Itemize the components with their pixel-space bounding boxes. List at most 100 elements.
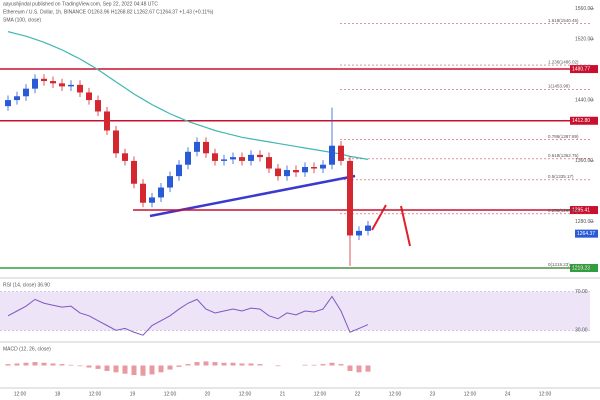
rsi-title: RSI (14, close) 36.90 (3, 282, 50, 288)
arrow-scribble (371, 204, 411, 247)
macd-histogram-bar (185, 364, 191, 366)
candle-body (365, 225, 371, 231)
macd-histogram-bar (275, 365, 281, 367)
level-label: 1480.77 (572, 66, 590, 72)
candle-body (122, 153, 128, 161)
x-tick-label: 12:00 (464, 391, 477, 397)
y-tick-label: 1520.00 (575, 37, 593, 43)
macd-histogram-bar (113, 365, 119, 373)
candle-body (320, 164, 326, 169)
candle-body (356, 230, 362, 236)
candle-body (113, 130, 119, 154)
macd-histogram-bar (95, 365, 101, 369)
sma-label: SMA (100, close) (3, 17, 41, 23)
x-tick-label: 20 (205, 391, 211, 397)
macd-histogram-bar (77, 365, 83, 367)
candle-body (131, 160, 137, 184)
macd-histogram-bar (140, 365, 146, 376)
candle-body (275, 168, 281, 177)
macd-histogram-bar (149, 365, 155, 375)
x-tick-label: 12:00 (389, 391, 402, 397)
macd-histogram-bar (41, 362, 47, 366)
macd-title: MACD (12, 26, close) (3, 346, 51, 352)
macd-histogram-bar (320, 364, 326, 366)
last-price-box (575, 229, 598, 238)
fib-label: 0.618(1362.75) (548, 153, 579, 158)
macd-histogram-bar (68, 364, 74, 366)
level-label: 1295.41 (572, 207, 590, 213)
candle-body (203, 141, 209, 154)
last-price-label: 1264.37 (577, 231, 595, 237)
candle-body (176, 164, 182, 177)
macd-histogram-bar (365, 365, 371, 372)
macd-histogram-bar (59, 364, 65, 366)
macd-histogram-bar (239, 363, 245, 366)
candle-body (185, 151, 191, 165)
candle-body (266, 157, 272, 169)
candle-body (302, 167, 308, 173)
x-tick-label: 12:00 (314, 391, 327, 397)
rsi-line (7, 295, 369, 336)
y-tick-label: 1360.00 (575, 158, 593, 164)
candle-body (329, 145, 335, 165)
candle-body (95, 100, 101, 112)
candle-body (338, 145, 344, 161)
candle-body (140, 183, 146, 203)
candle-body (212, 153, 218, 161)
x-tick-label: 22 (355, 391, 361, 397)
macd-histogram-bar (338, 364, 344, 366)
macd-histogram-bar (23, 362, 29, 366)
fib-label: 0.786(1387.89) (548, 134, 579, 139)
candle-body (59, 83, 65, 87)
x-tick-label: 12:00 (14, 391, 27, 397)
candle-body (194, 141, 200, 152)
candle-body (104, 111, 110, 131)
candle-body (221, 159, 227, 161)
fib-label: 1.618(1540.45) (548, 18, 579, 23)
candle-body (257, 154, 263, 158)
macd-histogram-bar (248, 363, 254, 366)
candle-body (347, 160, 353, 236)
macd-histogram-bar (221, 362, 227, 366)
macd-histogram-bar (122, 365, 128, 374)
candle-body (77, 84, 83, 93)
fib-label: 1(1453.98) (548, 84, 570, 89)
macd-histogram-bar (329, 362, 335, 366)
x-tick-label: 18 (55, 391, 61, 397)
macd-histogram-bar (86, 365, 92, 368)
candle-body (5, 100, 11, 107)
macd-histogram-bar (5, 364, 11, 366)
y-tick-label: 70.00 (575, 289, 588, 295)
candle-body (167, 176, 173, 188)
macd-histogram-bar (311, 364, 317, 366)
fib-label: 0(1219.23) (548, 262, 570, 267)
macd-histogram-bar (302, 364, 308, 366)
macd-histogram-bar (257, 364, 263, 366)
header: aayushjindal published on TradingView.co… (3, 1, 158, 7)
macd-histogram-bar (50, 363, 56, 366)
macd-histogram-bar (167, 365, 173, 370)
macd-histogram-bar (212, 362, 218, 366)
candle-body (86, 92, 92, 101)
macd-histogram-bar (194, 362, 200, 366)
macd-histogram-bar (176, 365, 182, 367)
candle-body (14, 96, 20, 101)
x-tick-label: 12:00 (164, 391, 177, 397)
macd-histogram-bar (158, 365, 164, 373)
x-tick-label: 21 (280, 391, 286, 397)
candle-body (32, 78, 38, 89)
x-tick-label: 12:00 (89, 391, 102, 397)
x-tick-label: 19 (130, 391, 136, 397)
candle-body (239, 157, 245, 161)
candle-body (23, 88, 29, 97)
candle-body (248, 154, 254, 161)
candle-body (149, 197, 155, 203)
x-tick-label: 24 (505, 391, 511, 397)
fib-label: 1.236(1486.02) (548, 59, 579, 64)
x-tick-label: 23 (430, 391, 436, 397)
level-label-box (570, 206, 598, 215)
level-label-box (570, 65, 598, 74)
rsi-band (0, 291, 590, 331)
